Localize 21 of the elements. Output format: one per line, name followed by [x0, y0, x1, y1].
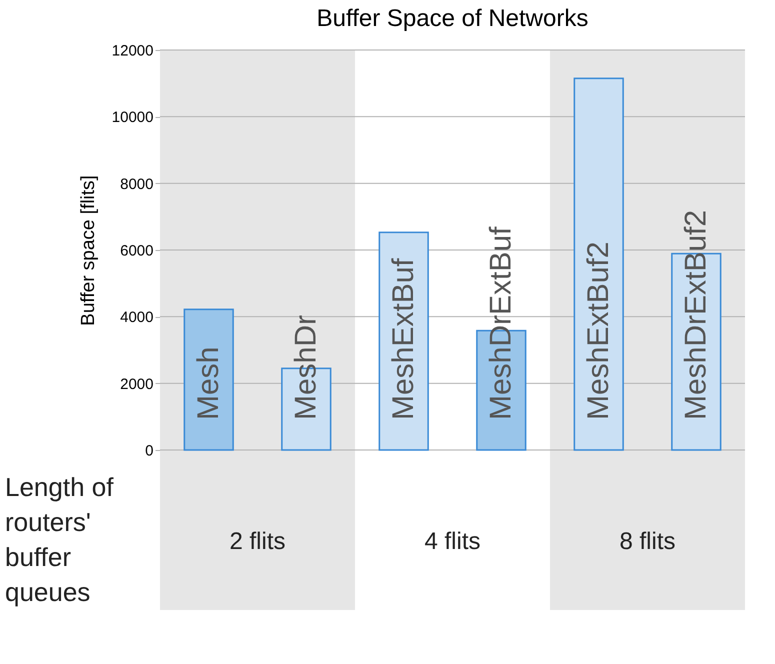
bar [574, 78, 624, 451]
x-tick-label: MeshDrExtBuf [484, 226, 518, 420]
y-tick-label: 4000 [120, 309, 154, 326]
y-tick-label: 8000 [120, 176, 154, 193]
y-axis-title: Buffer space [flits] [78, 175, 99, 326]
text: 4 flits [424, 528, 481, 555]
x-tick-label: MeshExtBuf [386, 258, 420, 420]
x-axis-title: Length of routers' buffer queues [5, 472, 114, 607]
bar [184, 308, 234, 451]
y-tick-label: 0 [145, 442, 154, 460]
y-tick-label: 10000 [112, 109, 154, 126]
chart-title: Buffer Space of Networks [316, 5, 588, 32]
band-label: 2 flits [229, 528, 286, 555]
y-tick-label: 2000 [120, 376, 154, 393]
band-label: 8 flits [619, 528, 676, 555]
x-tick-label: MeshExtBuf2 [582, 242, 615, 420]
x-tick-label: MeshDrExtBuf2 [679, 210, 712, 420]
x-tick-label: Mesh [192, 346, 225, 420]
y-tick-label: 12000 [112, 42, 154, 60]
y-tick-label: 6000 [120, 242, 154, 260]
x-tick-label: MeshDr [289, 314, 322, 420]
